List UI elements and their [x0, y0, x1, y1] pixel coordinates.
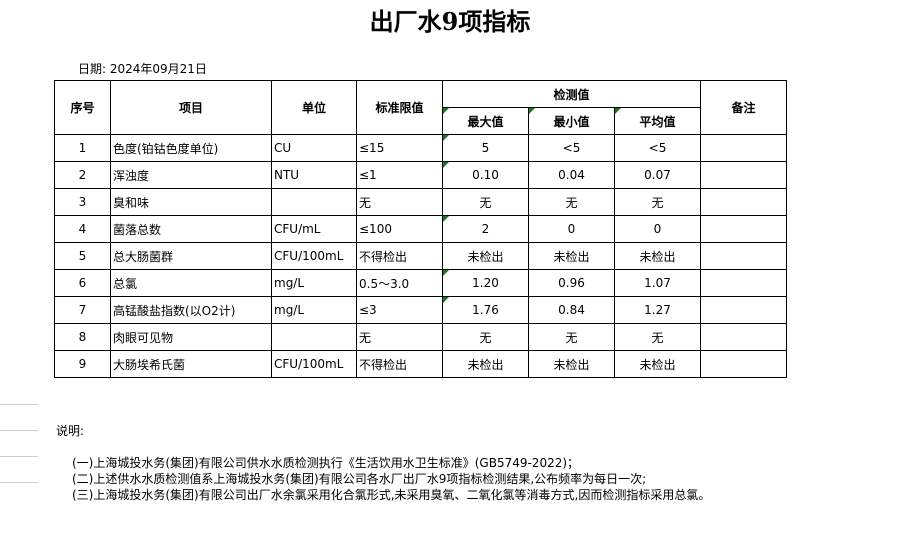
- cell-no: 5: [54, 242, 111, 270]
- cell-unit: [271, 323, 357, 351]
- cell-avg: 无: [614, 188, 701, 216]
- cell-unit: CFU/mL: [271, 215, 357, 243]
- cell-min: 0.96: [528, 269, 615, 297]
- cell-no: 2: [54, 161, 111, 189]
- table-row: 6 总氯 mg/L 0.5～3.0 1.20 0.96 1.07: [54, 269, 787, 297]
- cell-remark: [700, 161, 787, 189]
- table-row: 9 大肠埃希氏菌 CFU/100mL 不得检出 未检出 未检出 未检出: [54, 350, 787, 378]
- cell-limit: ≤15: [356, 134, 443, 162]
- cell-avg: <5: [614, 134, 701, 162]
- table-row: 8 肉眼可见物无无无无: [54, 323, 787, 351]
- cell-no: 6: [54, 269, 111, 297]
- cell-avg: 0.07: [614, 161, 701, 189]
- cell-max: 0.10: [442, 161, 529, 189]
- header-unit: 单位: [271, 80, 357, 135]
- header-no: 序号: [54, 80, 111, 135]
- header-item: 项目: [110, 80, 272, 135]
- cell-avg: 无: [614, 323, 701, 351]
- notes-label: 说明:: [56, 424, 85, 438]
- cell-limit: 无: [356, 323, 443, 351]
- cell-max: 1.76: [442, 296, 529, 324]
- report-date: 日期: 2024年09月21日: [78, 62, 207, 76]
- table-row: 1 色度(铂钴色度单位) CU ≤15 5 <5 <5: [54, 134, 787, 162]
- cell-min: 0: [528, 215, 615, 243]
- note-item: (二)上述供水水质检测值系上海城投水务(集团)有限公司各水厂出厂水9项指标检测结…: [72, 472, 647, 486]
- cell-max: 5: [442, 134, 529, 162]
- cell-unit: [271, 188, 357, 216]
- cell-limit: 0.5～3.0: [356, 269, 443, 297]
- cell-min: 0.04: [528, 161, 615, 189]
- cell-avg: 未检出: [614, 242, 701, 270]
- cell-min: 未检出: [528, 242, 615, 270]
- cell-remark: [700, 242, 787, 270]
- cell-item: 色度(铂钴色度单位): [110, 134, 272, 162]
- cell-avg: 1.07: [614, 269, 701, 297]
- header-avg: 平均值: [614, 107, 701, 135]
- cell-remark: [700, 323, 787, 351]
- cell-avg: 未检出: [614, 350, 701, 378]
- cell-unit: CU: [271, 134, 357, 162]
- cell-no: 9: [54, 350, 111, 378]
- header-max: 最大值: [442, 107, 529, 135]
- cell-item: 总大肠菌群: [110, 242, 272, 270]
- cell-unit: NTU: [271, 161, 357, 189]
- cell-min: <5: [528, 134, 615, 162]
- cell-max: 2: [442, 215, 529, 243]
- cell-limit: ≤1: [356, 161, 443, 189]
- note-item: (一)上海城投水务(集团)有限公司供水水质检测执行《生活饮用水卫生标准》(GB5…: [72, 456, 580, 470]
- cell-limit: ≤100: [356, 215, 443, 243]
- cell-no: 1: [54, 134, 111, 162]
- cell-max: 1.20: [442, 269, 529, 297]
- cell-min: 未检出: [528, 350, 615, 378]
- cell-min: 0.84: [528, 296, 615, 324]
- cell-no: 7: [54, 296, 111, 324]
- cell-item: 肉眼可见物: [110, 323, 272, 351]
- cell-unit: CFU/100mL: [271, 350, 357, 378]
- cell-item: 总氯: [110, 269, 272, 297]
- cell-limit: ≤3: [356, 296, 443, 324]
- cell-limit: 不得检出: [356, 350, 443, 378]
- cell-avg: 1.27: [614, 296, 701, 324]
- page-title: 出厂水9项指标: [369, 7, 531, 36]
- table-row: 7 高锰酸盐指数(以O2计) mg/L ≤3 1.76 0.84 1.27: [54, 296, 787, 324]
- cell-item: 大肠埃希氏菌: [110, 350, 272, 378]
- cell-unit: mg/L: [271, 296, 357, 324]
- water-quality-table: 序号 项目 单位 标准限值 检测值 备注 最大值 最小值 平均值 1 色度(铂钴色…: [54, 80, 787, 378]
- cell-remark: [700, 134, 787, 162]
- cell-item: 臭和味: [110, 188, 272, 216]
- cell-min: 无: [528, 323, 615, 351]
- cell-remark: [700, 350, 787, 378]
- cell-unit: CFU/100mL: [271, 242, 357, 270]
- cell-remark: [700, 269, 787, 297]
- cell-item: 高锰酸盐指数(以O2计): [110, 296, 272, 324]
- cell-remark: [700, 296, 787, 324]
- cell-remark: [700, 215, 787, 243]
- table-row: 2 浑浊度 NTU ≤1 0.10 0.04 0.07: [54, 161, 787, 189]
- cell-no: 3: [54, 188, 111, 216]
- cell-max: 无: [442, 188, 529, 216]
- table-row: 5 总大肠菌群 CFU/100mL 不得检出 未检出 未检出 未检出: [54, 242, 787, 270]
- cell-max: 未检出: [442, 242, 529, 270]
- cell-limit: 不得检出: [356, 242, 443, 270]
- cell-no: 8: [54, 323, 111, 351]
- cell-unit: mg/L: [271, 269, 357, 297]
- cell-item: 浑浊度: [110, 161, 272, 189]
- table-row: 4 菌落总数 CFU/mL ≤100 2 0 0: [54, 215, 787, 243]
- table-row: 3 臭和味无无无无: [54, 188, 787, 216]
- cell-avg: 0: [614, 215, 701, 243]
- note-item: (三)上海城投水务(集团)有限公司出厂水余氯采用化合氯形式,未采用臭氧、二氧化氯…: [72, 488, 711, 502]
- header-remark: 备注: [700, 80, 787, 135]
- cell-item: 菌落总数: [110, 215, 272, 243]
- cell-max: 未检出: [442, 350, 529, 378]
- header-min: 最小值: [528, 107, 615, 135]
- notes: 说明: (一)上海城投水务(集团)有限公司供水水质检测执行《生活饮用水卫生标准》…: [56, 423, 710, 503]
- cell-remark: [700, 188, 787, 216]
- header-limit: 标准限值: [356, 80, 443, 135]
- cell-limit: 无: [356, 188, 443, 216]
- cell-max: 无: [442, 323, 529, 351]
- cell-no: 4: [54, 215, 111, 243]
- cell-min: 无: [528, 188, 615, 216]
- header-measured: 检测值: [442, 80, 701, 108]
